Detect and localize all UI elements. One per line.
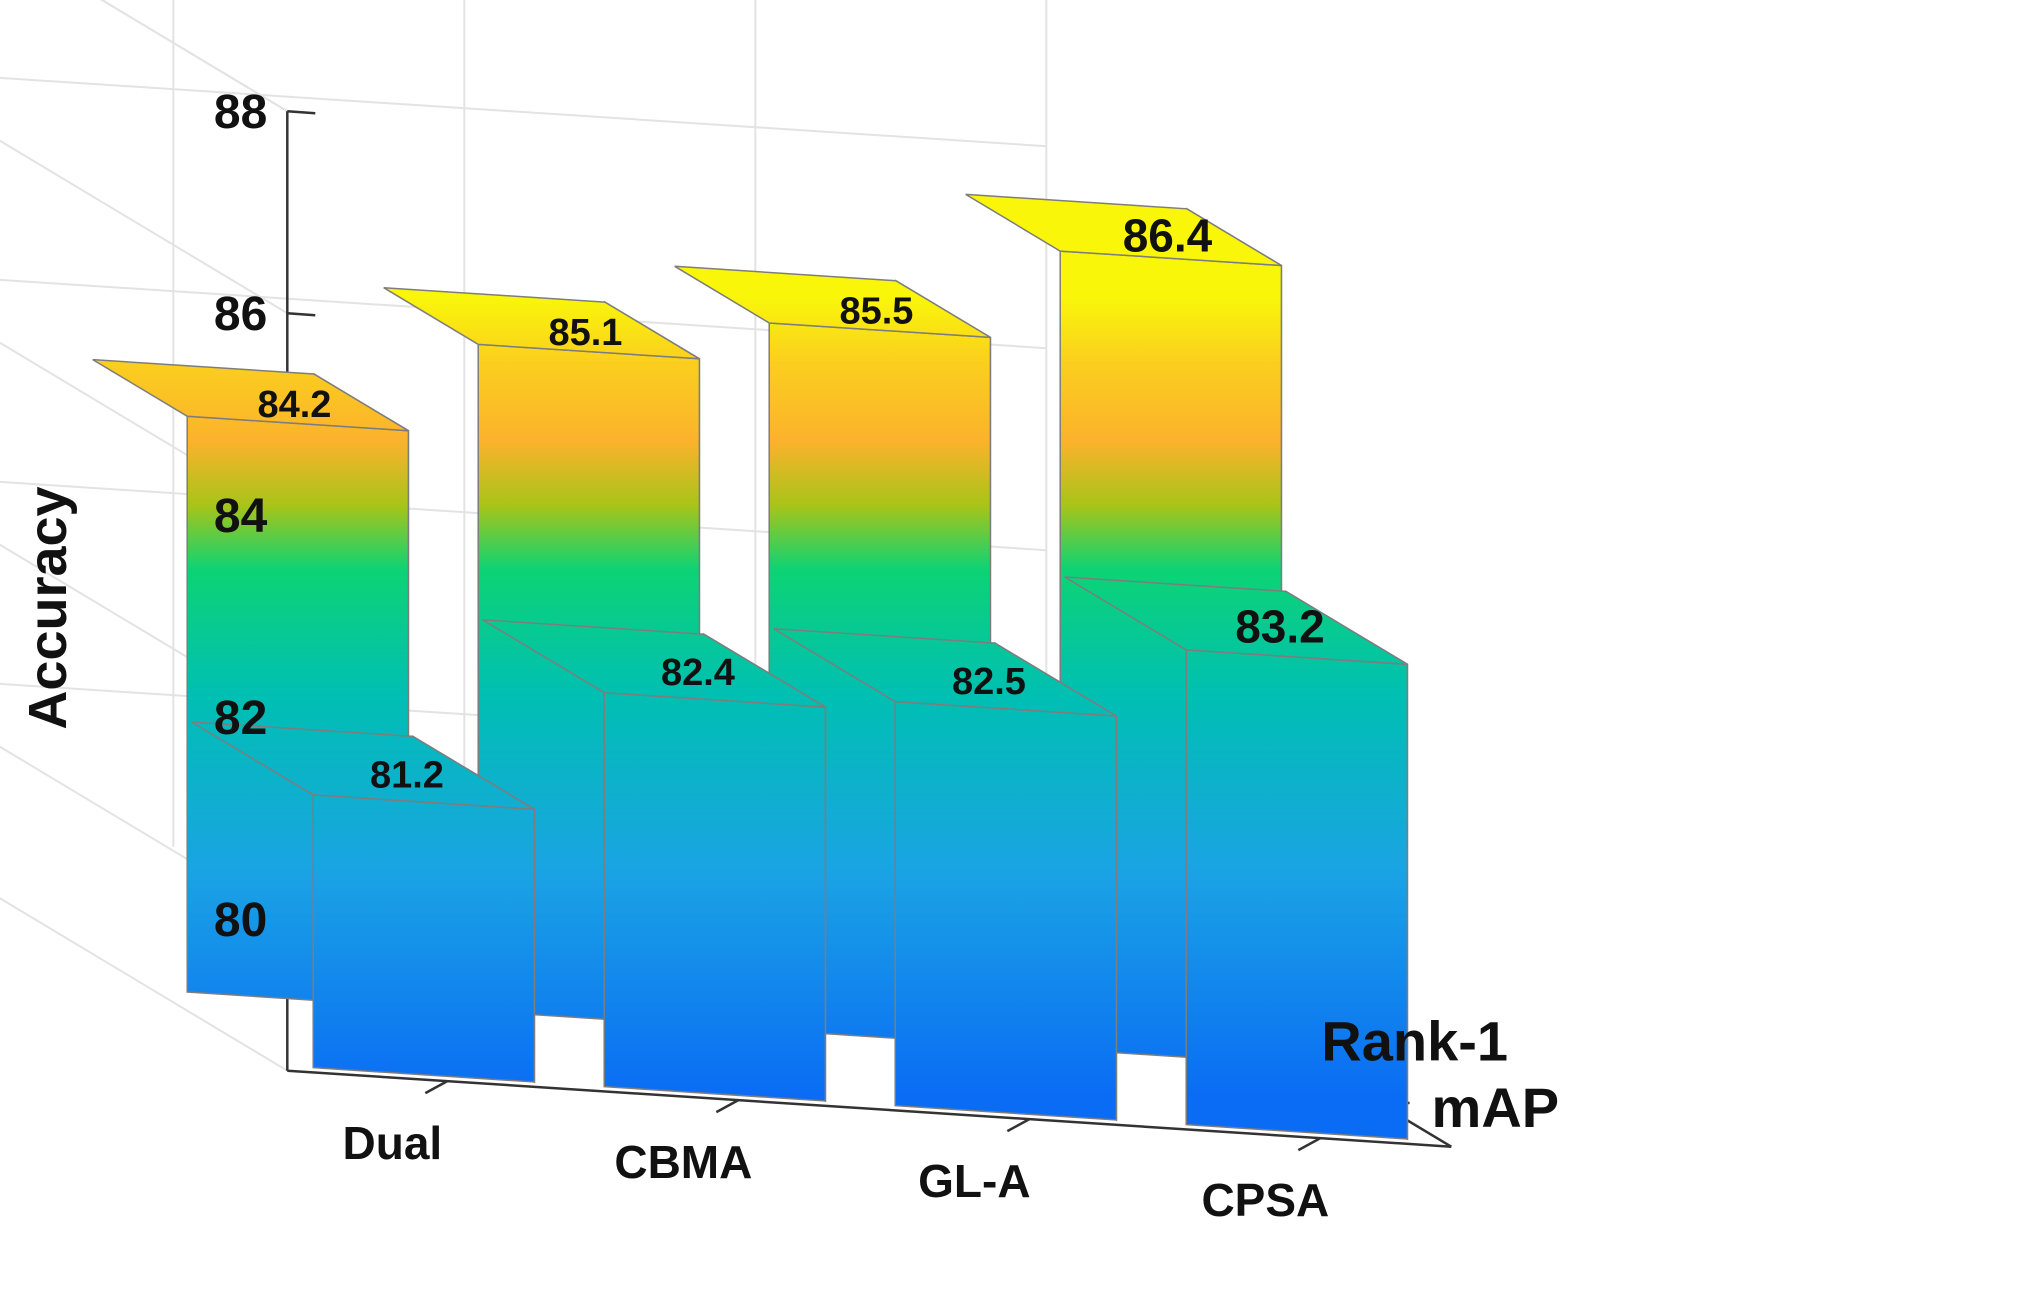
bar-value-label: 82.4 xyxy=(661,652,735,694)
bar-top-face xyxy=(383,286,700,360)
x-tick xyxy=(424,1080,448,1095)
side-wall-gridline xyxy=(0,139,288,315)
series-label: mAP xyxy=(1432,1076,1560,1139)
bar-top-face xyxy=(674,265,991,339)
y-tick xyxy=(287,311,316,317)
x-tick-label: CBMA xyxy=(614,1136,752,1188)
bar-value-label: 82.5 xyxy=(952,661,1026,703)
bar-front-face xyxy=(312,794,536,1083)
y-tick-label: 82 xyxy=(214,692,267,745)
y-axis-label: Accuracy xyxy=(18,486,78,729)
x-axis-line xyxy=(287,1069,1452,1148)
bar xyxy=(773,627,1118,1122)
bar-top-face xyxy=(191,721,535,811)
bar-value-label: 85.1 xyxy=(548,312,622,354)
x-tick xyxy=(1297,1137,1321,1152)
bar-front-face xyxy=(603,691,827,1102)
bar-value-label: 86.4 xyxy=(1123,210,1213,262)
x-tick-label: GL-A xyxy=(918,1155,1030,1207)
bar-top-face xyxy=(1064,576,1408,666)
side-wall-floor-edge xyxy=(0,897,288,1072)
x-tick xyxy=(715,1099,739,1114)
bar-front-face xyxy=(894,700,1118,1121)
y-tick-label: 84 xyxy=(214,490,268,543)
bar-value-label: 81.2 xyxy=(370,754,444,796)
series-label: Rank-1 xyxy=(1321,1010,1508,1073)
y-tick xyxy=(287,109,316,115)
bar-top-face xyxy=(92,358,409,432)
bar-value-label: 83.2 xyxy=(1235,600,1325,652)
back-wall-gridline xyxy=(0,76,1047,148)
bar-value-label: 84.2 xyxy=(257,384,331,426)
x-tick xyxy=(1006,1118,1030,1133)
bar xyxy=(482,619,827,1103)
bar-value-label: 85.5 xyxy=(839,291,913,333)
bar xyxy=(191,721,536,1084)
y-tick-label: 88 xyxy=(214,86,267,139)
bars-layer xyxy=(92,193,1409,1141)
bar-top-face xyxy=(773,627,1117,717)
bar xyxy=(1064,576,1409,1141)
side-wall-top-edge xyxy=(100,0,288,113)
bar-top-face xyxy=(965,193,1282,267)
y-tick-label: 86 xyxy=(214,288,267,341)
x-tick-label: CPSA xyxy=(1201,1174,1329,1226)
x-tick-label: Dual xyxy=(343,1117,443,1169)
y-tick-label: 80 xyxy=(214,894,267,947)
bar-top-face xyxy=(482,619,826,708)
